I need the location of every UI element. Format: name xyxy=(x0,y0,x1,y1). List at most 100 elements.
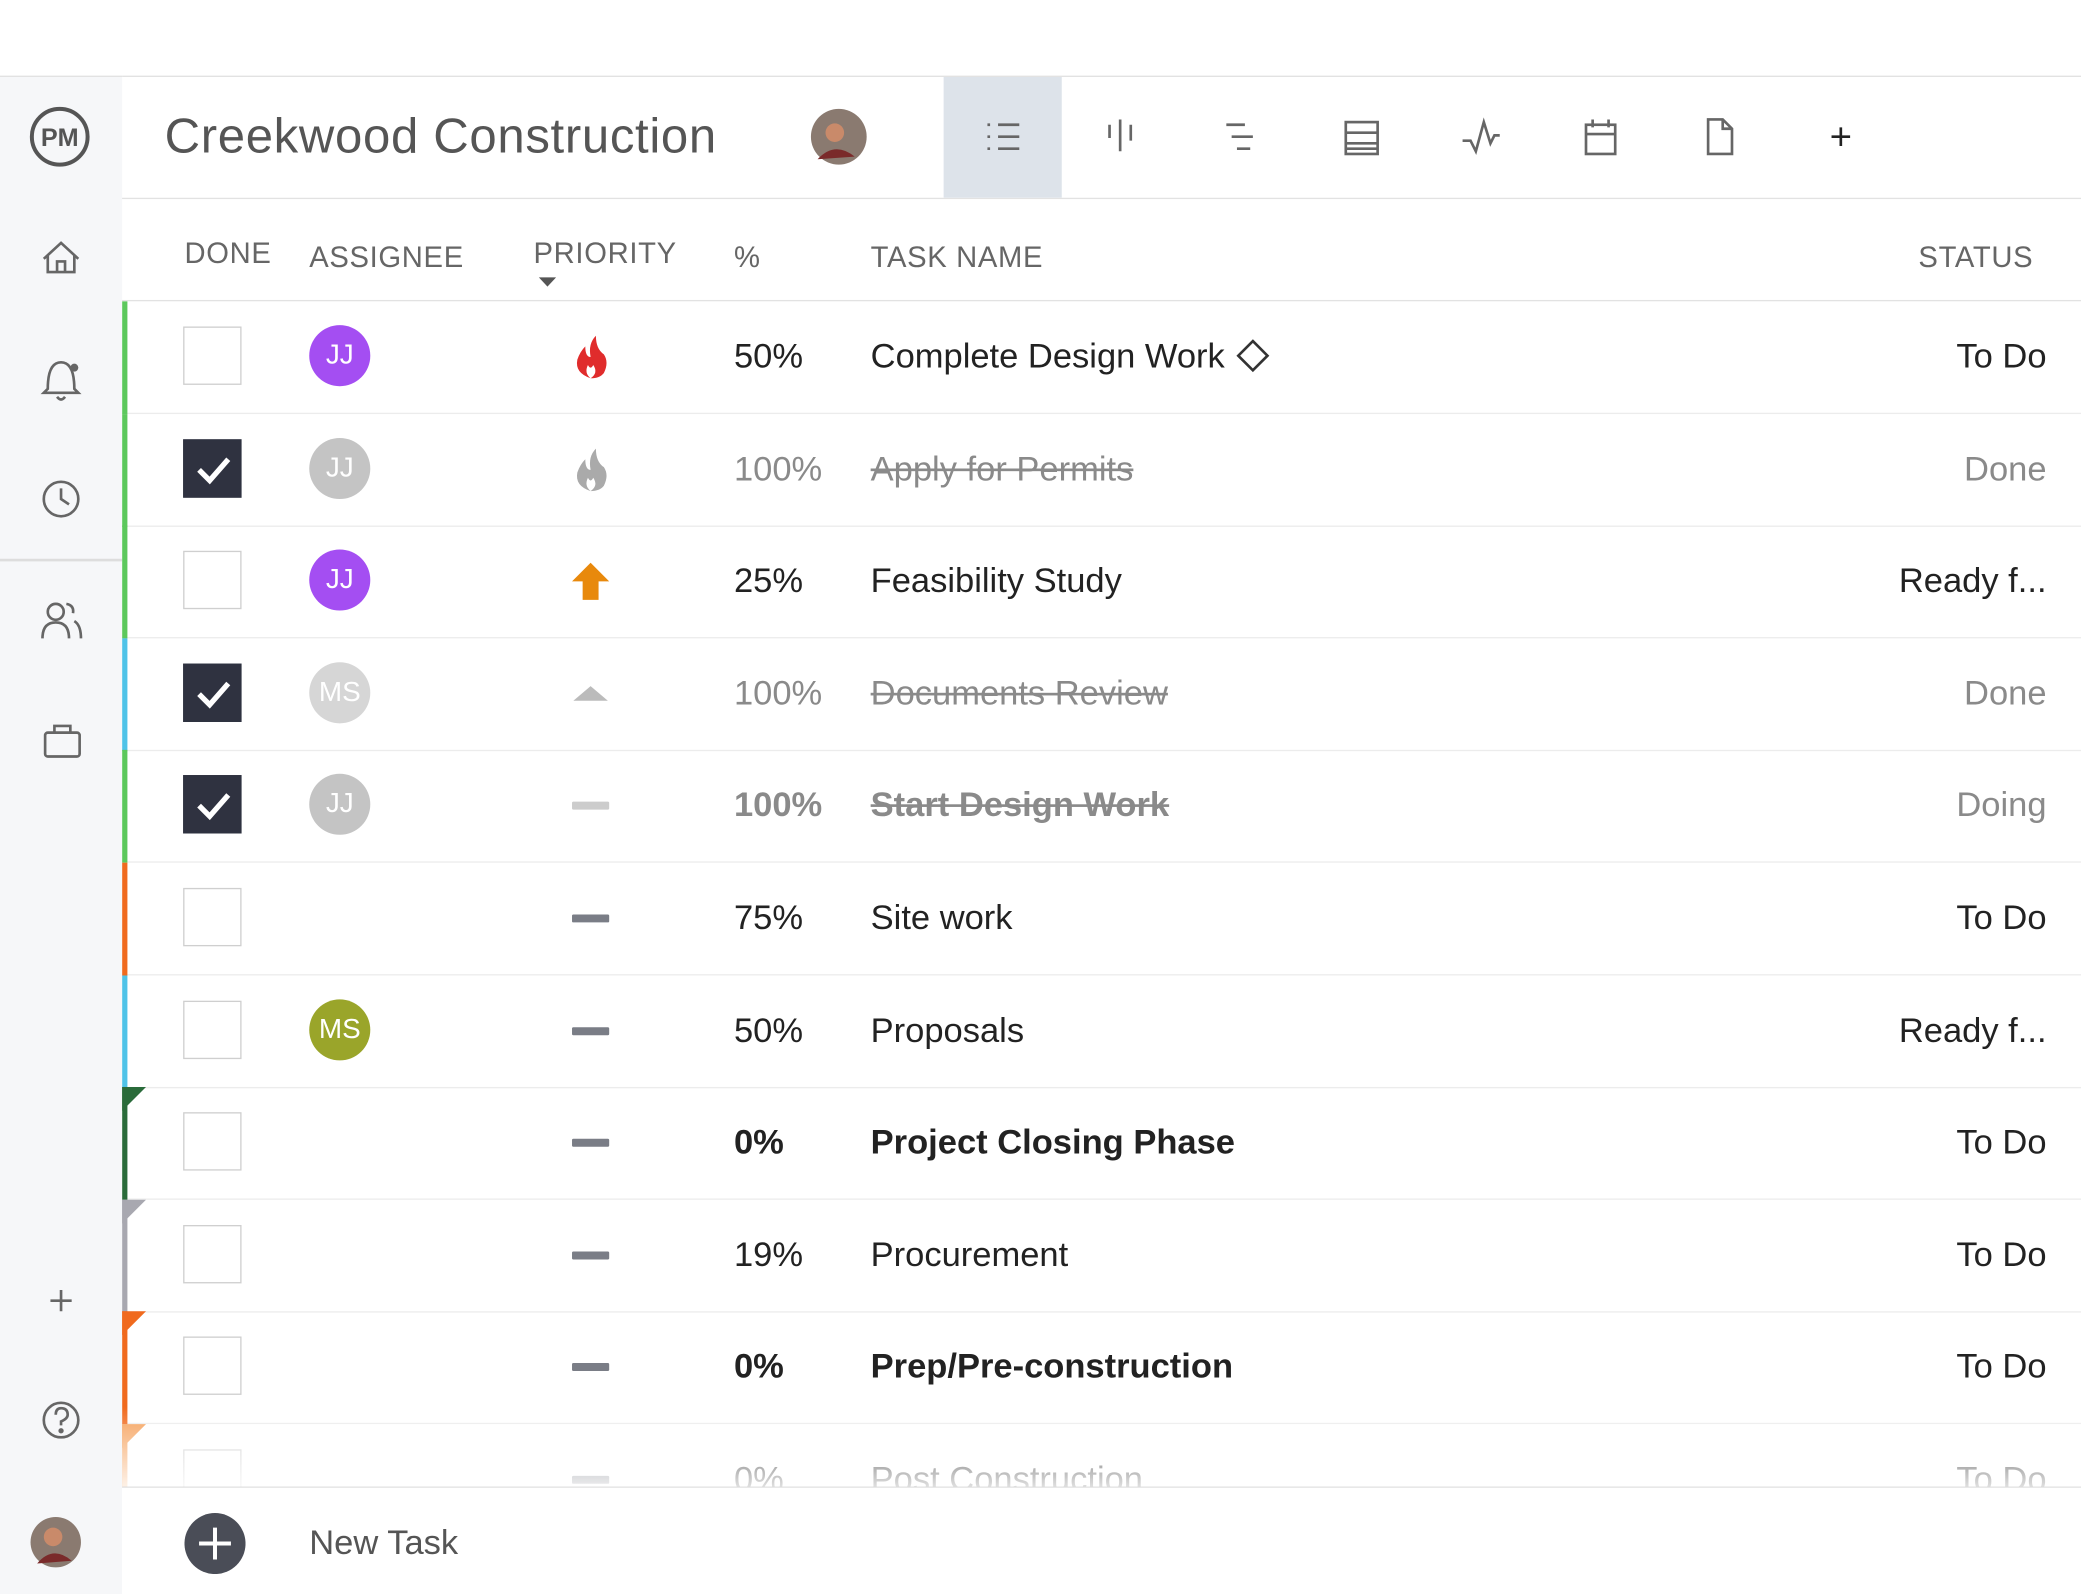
task-row[interactable]: JJ 50% Complete Design Work To Do xyxy=(122,301,2081,415)
priority-icon[interactable] xyxy=(564,1119,617,1167)
assignee-avatar[interactable]: JJ xyxy=(309,325,371,387)
list-icon[interactable] xyxy=(987,123,1020,150)
row-color xyxy=(122,525,128,639)
done-checkbox[interactable] xyxy=(183,887,242,947)
row-color xyxy=(122,301,128,415)
task-row[interactable]: JJ 100% Start Design Work Doing xyxy=(122,750,2081,864)
task-name[interactable]: Feasibility Study xyxy=(870,560,1122,601)
assignee-avatar[interactable]: JJ xyxy=(309,437,371,499)
add-view-icon[interactable] xyxy=(1831,127,1851,146)
assignee-avatar[interactable]: JJ xyxy=(309,774,371,836)
help-icon[interactable] xyxy=(42,1401,80,1439)
column-header[interactable]: TASK NAME xyxy=(870,240,1044,274)
dashboard-icon[interactable] xyxy=(1462,117,1500,156)
status[interactable]: Done xyxy=(1964,672,2047,713)
priority-icon[interactable] xyxy=(564,782,617,830)
task-row[interactable]: JJ 100% Apply for Permits Done xyxy=(122,413,2081,527)
done-checkbox[interactable] xyxy=(183,326,242,385)
assignee-avatar[interactable]: MS xyxy=(309,998,371,1060)
logo[interactable] xyxy=(29,106,90,167)
priority-icon[interactable] xyxy=(564,558,617,606)
status[interactable]: To Do xyxy=(1956,335,2047,376)
people-icon[interactable] xyxy=(46,602,66,622)
new-task-label[interactable]: New Task xyxy=(309,1522,459,1563)
task-row[interactable]: 0% Project Closing Phase To Do xyxy=(122,1087,2081,1201)
assignee-avatar[interactable]: MS xyxy=(309,662,371,724)
done-checkbox[interactable] xyxy=(183,1000,242,1059)
status[interactable]: Doing xyxy=(1956,784,2047,825)
percent: 25% xyxy=(733,560,804,601)
task-row[interactable]: 19% Procurement To Do xyxy=(122,1199,2081,1313)
check-mark xyxy=(197,793,231,821)
add-icon[interactable] xyxy=(50,1290,72,1312)
priority-glyph xyxy=(572,914,610,923)
done-checkbox[interactable] xyxy=(183,1112,242,1171)
priority-glyph xyxy=(572,1138,610,1147)
milestone-icon xyxy=(1236,339,1270,373)
done-checkbox[interactable] xyxy=(183,1224,242,1284)
new-task-button[interactable] xyxy=(184,1513,246,1575)
priority-icon[interactable] xyxy=(564,1007,617,1055)
sort-caret[interactable] xyxy=(538,276,559,289)
priority-glyph xyxy=(576,448,607,491)
done-checkbox[interactable] xyxy=(183,775,242,835)
board-icon[interactable] xyxy=(1108,119,1133,152)
row-color xyxy=(122,1199,128,1313)
bell-icon[interactable] xyxy=(40,360,82,401)
priority-icon[interactable] xyxy=(564,1231,617,1279)
task-name[interactable]: Complete Design Work xyxy=(871,336,1276,377)
column-header[interactable]: ASSIGNEE xyxy=(309,240,464,274)
briefcase-icon[interactable] xyxy=(43,731,81,758)
column-header[interactable]: STATUS xyxy=(1918,240,2034,274)
task-name[interactable]: Start Design Work xyxy=(870,784,1170,825)
done-checkbox[interactable] xyxy=(183,438,242,498)
status[interactable]: Done xyxy=(1964,448,2047,488)
done-checkbox[interactable] xyxy=(183,1337,242,1396)
percent: 19% xyxy=(733,1234,804,1274)
column-header[interactable]: % xyxy=(733,240,761,274)
column-header[interactable]: DONE xyxy=(184,236,272,270)
task-name[interactable]: Apply for Permits xyxy=(870,448,1134,488)
task-name[interactable]: Procurement xyxy=(870,1234,1069,1274)
task-name[interactable]: Project Closing Phase xyxy=(870,1121,1236,1162)
task-name[interactable]: Proposals xyxy=(870,1009,1025,1050)
clock-icon[interactable] xyxy=(42,480,80,518)
home-icon[interactable] xyxy=(42,241,80,274)
fade xyxy=(122,1406,2081,1487)
gantt-icon[interactable] xyxy=(1226,123,1253,150)
calendar-icon[interactable] xyxy=(1584,123,1617,156)
priority-icon[interactable] xyxy=(564,1344,617,1392)
status[interactable]: To Do xyxy=(1956,1346,2047,1387)
priority-icon[interactable] xyxy=(564,895,617,943)
priority-icon[interactable] xyxy=(564,445,617,493)
status[interactable]: To Do xyxy=(1956,897,2047,938)
task-row[interactable]: JJ 25% Feasibility Study Ready f... xyxy=(122,525,2081,639)
status[interactable]: To Do xyxy=(1956,1234,2047,1274)
status[interactable]: Ready f... xyxy=(1898,1009,2047,1050)
row-color xyxy=(122,750,128,864)
check-mark xyxy=(197,681,231,709)
task-name[interactable]: Site work xyxy=(870,897,1013,938)
priority-glyph xyxy=(576,335,607,379)
task-row[interactable]: MS 100% Documents Review Done xyxy=(122,638,2081,751)
status[interactable]: To Do xyxy=(1956,1121,2047,1162)
done-checkbox[interactable] xyxy=(183,663,242,722)
files-icon[interactable] xyxy=(1706,118,1734,156)
assignee-avatar[interactable]: JJ xyxy=(309,549,371,611)
check-mark xyxy=(197,456,231,484)
task-row[interactable]: 75% Site work To Do xyxy=(122,862,2081,976)
task-name[interactable]: Prep/Pre-construction xyxy=(870,1346,1234,1387)
view-toolbar xyxy=(810,76,1851,198)
row-color xyxy=(122,413,128,527)
svg-text:PM: PM xyxy=(41,124,79,152)
sheet-icon[interactable] xyxy=(1344,120,1379,156)
task-name[interactable]: Documents Review xyxy=(870,672,1168,713)
done-checkbox[interactable] xyxy=(183,551,242,610)
status[interactable]: Ready f... xyxy=(1898,560,2047,601)
column-header[interactable]: PRIORITY xyxy=(533,236,677,270)
priority-icon[interactable] xyxy=(564,333,617,381)
task-row[interactable]: MS 50% Proposals Ready f... xyxy=(122,974,2081,1088)
priority-icon[interactable] xyxy=(564,670,617,718)
